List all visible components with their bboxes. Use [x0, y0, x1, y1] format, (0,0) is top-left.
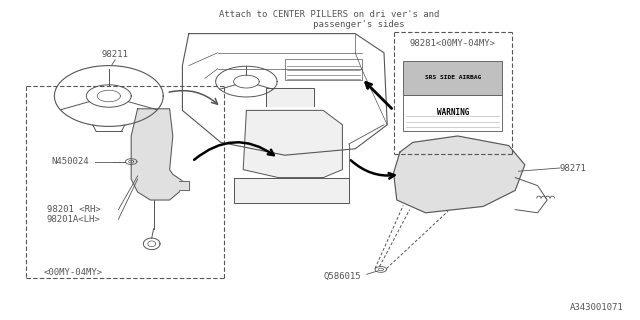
Polygon shape	[266, 88, 314, 106]
Text: <00MY-04MY>: <00MY-04MY>	[44, 268, 103, 277]
Text: N450024: N450024	[52, 157, 89, 166]
Polygon shape	[394, 136, 525, 213]
Polygon shape	[243, 110, 342, 178]
Polygon shape	[234, 178, 349, 203]
Text: Attach to CENTER PILLERS on dri ver's and: Attach to CENTER PILLERS on dri ver's an…	[220, 10, 440, 19]
Text: 98201 <RH>: 98201 <RH>	[47, 205, 100, 214]
Text: WARNING: WARNING	[436, 108, 469, 117]
Text: A343001071: A343001071	[570, 303, 624, 312]
Bar	[285, 59, 362, 80]
Bar	[403, 95, 502, 131]
Text: Q586015: Q586015	[324, 272, 361, 281]
Text: 98201A<LH>: 98201A<LH>	[47, 215, 100, 224]
Text: 98281<00MY-04MY>: 98281<00MY-04MY>	[410, 39, 496, 48]
Text: 98271: 98271	[560, 164, 587, 172]
Polygon shape	[131, 109, 182, 200]
Text: 98211: 98211	[102, 50, 129, 59]
Bar	[403, 61, 502, 95]
Text: passenger's sides: passenger's sides	[254, 20, 405, 28]
Polygon shape	[179, 181, 189, 190]
Text: SRS SIDE AIRBAG: SRS SIDE AIRBAG	[425, 75, 481, 80]
